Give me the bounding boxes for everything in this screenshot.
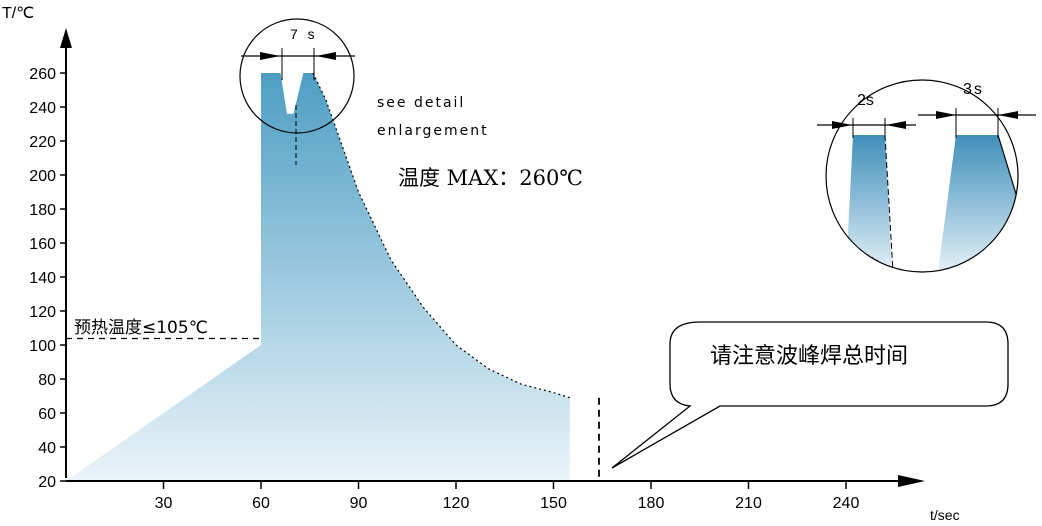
peak-circle — [239, 18, 355, 134]
x-tick-label: 180 — [638, 495, 665, 512]
axes — [60, 28, 925, 487]
callout-shape — [611, 321, 1009, 469]
x-tick-label: 120 — [443, 495, 470, 512]
y-tick-label: 60 — [38, 406, 56, 423]
peak-window-label: 7 s — [290, 26, 318, 42]
y-tick-label: 40 — [38, 440, 56, 457]
detail-enlargement-inset: 2s 3s — [817, 79, 1036, 273]
y-tick-label: 120 — [29, 304, 56, 321]
detail-arrow-3s-right — [998, 111, 1018, 119]
x-axis-label: t/sec — [930, 507, 960, 523]
dimension-arrow-left — [260, 52, 280, 60]
y-axis-label: T/℃ — [2, 5, 34, 22]
y-tick-label: 100 — [29, 338, 56, 355]
detail-peak-1 — [846, 135, 892, 272]
enlargement-label: enlargement — [377, 123, 489, 139]
y-tick-label: 160 — [29, 236, 56, 253]
x-axis-arrow — [898, 475, 925, 487]
detail-peak-2-edge — [997, 134, 1018, 221]
temperature-profile-area — [66, 73, 570, 481]
peak-window-marker: 7 s — [239, 18, 355, 165]
y-tick-label: 260 — [29, 66, 56, 83]
detail-arrow-3s-left — [936, 111, 956, 119]
y-tick-label: 180 — [29, 202, 56, 219]
detail-label-3s: 3s — [963, 81, 984, 98]
y-tick-label: 220 — [29, 134, 56, 151]
detail-arrow-2s-left — [832, 121, 852, 129]
x-tick-label: 240 — [833, 495, 860, 512]
dimension-arrow-right — [316, 52, 336, 60]
x-tick-label: 60 — [252, 495, 270, 512]
max-temperature-label: 温度 MAX：260℃ — [398, 166, 583, 190]
detail-circle — [825, 79, 1019, 273]
y-tick-label: 200 — [29, 168, 56, 185]
detail-arrow-2s-right — [886, 121, 906, 129]
x-ticks: 30 60 90 120 150 180 210 240 — [155, 481, 860, 512]
detail-peak-1-edge — [884, 134, 894, 272]
y-tick-label: 80 — [38, 372, 56, 389]
x-tick-label: 30 — [155, 495, 173, 512]
x-tick-label: 210 — [735, 495, 762, 512]
preheat-label: 预热温度≤105℃ — [74, 318, 208, 338]
y-tick-label: 140 — [29, 270, 56, 287]
y-ticks: 20 40 60 80 100 120 140 160 180 200 220 240 260 — [29, 66, 66, 491]
x-tick-label: 90 — [350, 495, 368, 512]
detail-label-2s: 2s — [857, 92, 874, 109]
y-axis-arrow — [60, 28, 72, 48]
x-tick-label: 150 — [540, 495, 567, 512]
cooling-curve-line — [312, 72, 570, 399]
callout-bubble: 请注意波峰焊总时间 — [611, 321, 1009, 469]
callout-text: 请注意波峰焊总时间 — [710, 344, 908, 369]
see-detail-label: see detail — [377, 95, 465, 111]
y-tick-label: 240 — [29, 100, 56, 117]
y-tick-label: 20 — [38, 474, 56, 491]
